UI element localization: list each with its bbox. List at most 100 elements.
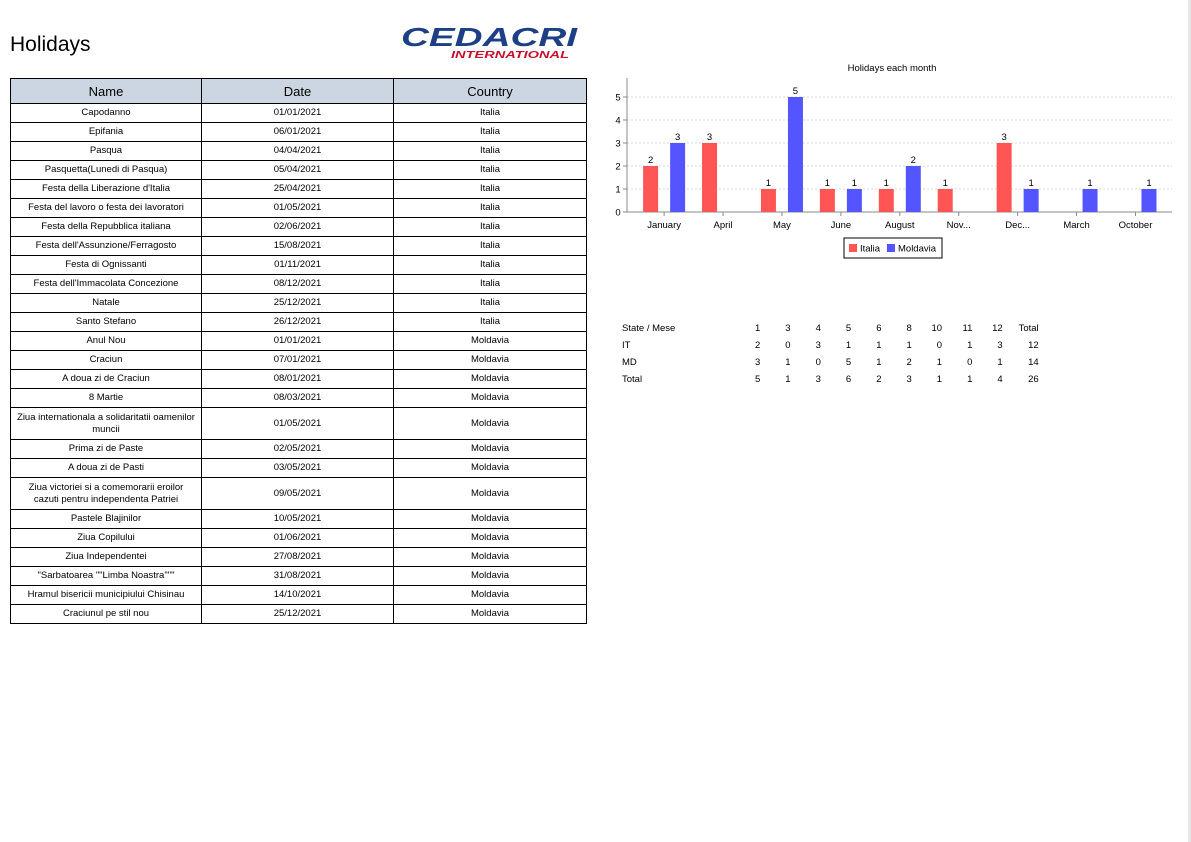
summary-cell: 1 xyxy=(785,374,791,385)
holiday-country: Italia xyxy=(393,217,587,237)
y-tick-label: 5 xyxy=(615,93,620,104)
summary-cell: 3 xyxy=(906,374,912,385)
holiday-date: 02/05/2021 xyxy=(201,439,394,459)
holiday-name: Santo Stefano xyxy=(10,312,202,332)
holiday-name: "Sarbatoarea ""Limba Noastra""" xyxy=(10,566,202,586)
table-header-row: Name Date Country xyxy=(10,78,587,104)
data-label: 2 xyxy=(648,155,653,166)
holiday-name: Hramul bisericii municipiului Chisinau xyxy=(10,585,202,605)
table-row: Pasquetta(Lunedi di Pasqua) 05/04/2021 Ita… xyxy=(10,160,587,180)
holiday-name: Festa di Ognissanti xyxy=(10,255,202,275)
summary-row-total: 14 xyxy=(1028,357,1039,368)
summary-month-header: 11 xyxy=(962,323,973,334)
table-row: Ziua internationala a solidaritatii oame… xyxy=(10,407,587,440)
summary-row-total: 12 xyxy=(1028,340,1039,351)
holiday-name: Pasquetta(Lunedi di Pasqua) xyxy=(10,160,202,180)
holiday-name: Epifania xyxy=(10,122,202,142)
holiday-name: Craciunul pe stil nou xyxy=(10,604,202,624)
holiday-date: 15/08/2021 xyxy=(201,236,394,256)
data-label: 1 xyxy=(1146,178,1151,189)
summary-month-header: 6 xyxy=(876,323,882,334)
table-row: Anul Nou 01/01/2021 Moldavia xyxy=(10,331,587,351)
holiday-country: Moldavia xyxy=(393,458,587,478)
logo-wordmark: CEDACRI xyxy=(401,24,578,52)
holiday-country: Italia xyxy=(393,160,587,180)
data-label: 1 xyxy=(1028,178,1033,189)
logo-subtitle: INTERNATIONAL xyxy=(451,50,569,61)
holiday-country: Moldavia xyxy=(393,369,587,389)
summary-cell: 1 xyxy=(936,357,943,368)
holiday-country: Italia xyxy=(393,103,587,123)
holiday-date: 31/08/2021 xyxy=(201,566,394,586)
column-header-date: Date xyxy=(201,78,394,104)
holiday-name: Capodanno xyxy=(10,103,202,123)
x-tick-label: October xyxy=(1119,220,1153,231)
holiday-name: Pasqua xyxy=(10,141,202,161)
holiday-country: Moldavia xyxy=(393,566,587,586)
summary-row: Total 5 1 3 6 2 3 1 1 4 26 xyxy=(622,371,1039,388)
summary-cell: 4 xyxy=(997,374,1003,385)
summary-cell: 1 xyxy=(876,357,882,368)
holiday-name: 8 Martie xyxy=(10,388,202,408)
holiday-country: Italia xyxy=(393,312,587,332)
table-row: Ziua Independentei 27/08/2021 Moldavia xyxy=(10,547,587,567)
holiday-date: 01/11/2021 xyxy=(201,255,394,275)
table-row: Craciun 07/01/2021 Moldavia xyxy=(10,350,587,370)
summary-row-label: MD xyxy=(622,357,637,368)
summary-row: IT 2 0 3 1 1 1 0 1 3 12 xyxy=(622,337,1039,354)
summary-month-header: 5 xyxy=(845,323,852,334)
holiday-date: 01/05/2021 xyxy=(201,407,394,440)
table-row: "Sarbatoarea ""Limba Noastra""" 31/08/202… xyxy=(10,566,587,586)
table-row: A doua zi de Craciun 08/01/2021 Moldavia xyxy=(10,369,587,389)
holiday-name: Natale xyxy=(10,293,202,313)
holiday-name: A doua zi de Pasti xyxy=(10,458,202,478)
holiday-country: Italia xyxy=(393,236,587,256)
x-tick-label: Nov... xyxy=(947,220,971,231)
holiday-country: Moldavia xyxy=(393,331,587,351)
table-row: Ziua victoriei si a comemorarii eroilor … xyxy=(10,477,587,510)
holiday-name: Ziua Copilului xyxy=(10,528,202,548)
holiday-country: Italia xyxy=(393,255,587,275)
cedacri-logo: CEDACRI INTERNATIONAL xyxy=(401,24,578,61)
bar-moldavia xyxy=(1082,189,1098,212)
bar-italia xyxy=(760,189,776,212)
summary-cell: 2 xyxy=(755,340,761,351)
table-row: Santo Stefano 26/12/2021 Italia xyxy=(10,312,587,332)
bar-italia xyxy=(643,166,659,212)
y-tick-label: 4 xyxy=(615,116,620,127)
holiday-country: Italia xyxy=(393,198,587,218)
holiday-date: 09/05/2021 xyxy=(201,477,394,510)
holiday-date: 08/03/2021 xyxy=(201,388,394,408)
holiday-country: Italia xyxy=(393,274,587,294)
summary-month-header: 1 xyxy=(755,323,761,334)
holiday-name: Festa dell'Immacolata Concezione xyxy=(10,274,202,294)
summary-cell: 2 xyxy=(906,357,912,368)
summary-cell: 5 xyxy=(755,374,761,385)
holiday-date: 01/06/2021 xyxy=(201,528,394,548)
data-label: 1 xyxy=(766,178,771,189)
holiday-name: Prima zi de Paste xyxy=(10,439,202,459)
table-row: Craciunul pe stil nou 25/12/2021 Moldavia xyxy=(10,604,587,624)
data-label: 1 xyxy=(1087,178,1092,189)
table-row: Festa della Repubblica italiana 02/06/202… xyxy=(10,217,587,237)
summary-cell: 0 xyxy=(815,357,821,368)
table-row: Festa dell'Immacolata Concezione 08/12/20… xyxy=(10,274,587,294)
page-right-edge xyxy=(1188,0,1191,842)
holiday-country: Moldavia xyxy=(393,528,587,548)
bar-moldavia xyxy=(1141,189,1157,212)
holiday-name: Ziua victoriei si a comemorarii eroilor … xyxy=(10,477,202,510)
summary-row: MD 3 1 0 5 1 2 1 0 1 14 xyxy=(622,354,1039,371)
summary-cell: 1 xyxy=(967,374,973,385)
column-header-name: Name xyxy=(10,78,202,104)
holiday-date: 04/04/2021 xyxy=(201,141,394,161)
holiday-date: 26/12/2021 xyxy=(201,312,394,332)
column-header-country: Country xyxy=(393,78,587,104)
table-row: Festa della Liberazione d'Italia 25/04/20… xyxy=(10,179,587,199)
x-tick-label: January xyxy=(647,220,681,231)
summary-cell: 0 xyxy=(785,340,791,351)
summary-cell: 1 xyxy=(845,340,852,351)
x-tick-label: August xyxy=(885,220,915,231)
holiday-date: 10/05/2021 xyxy=(201,509,394,529)
summary-month-header: 12 xyxy=(992,323,1003,334)
bar-moldavia xyxy=(787,97,803,212)
